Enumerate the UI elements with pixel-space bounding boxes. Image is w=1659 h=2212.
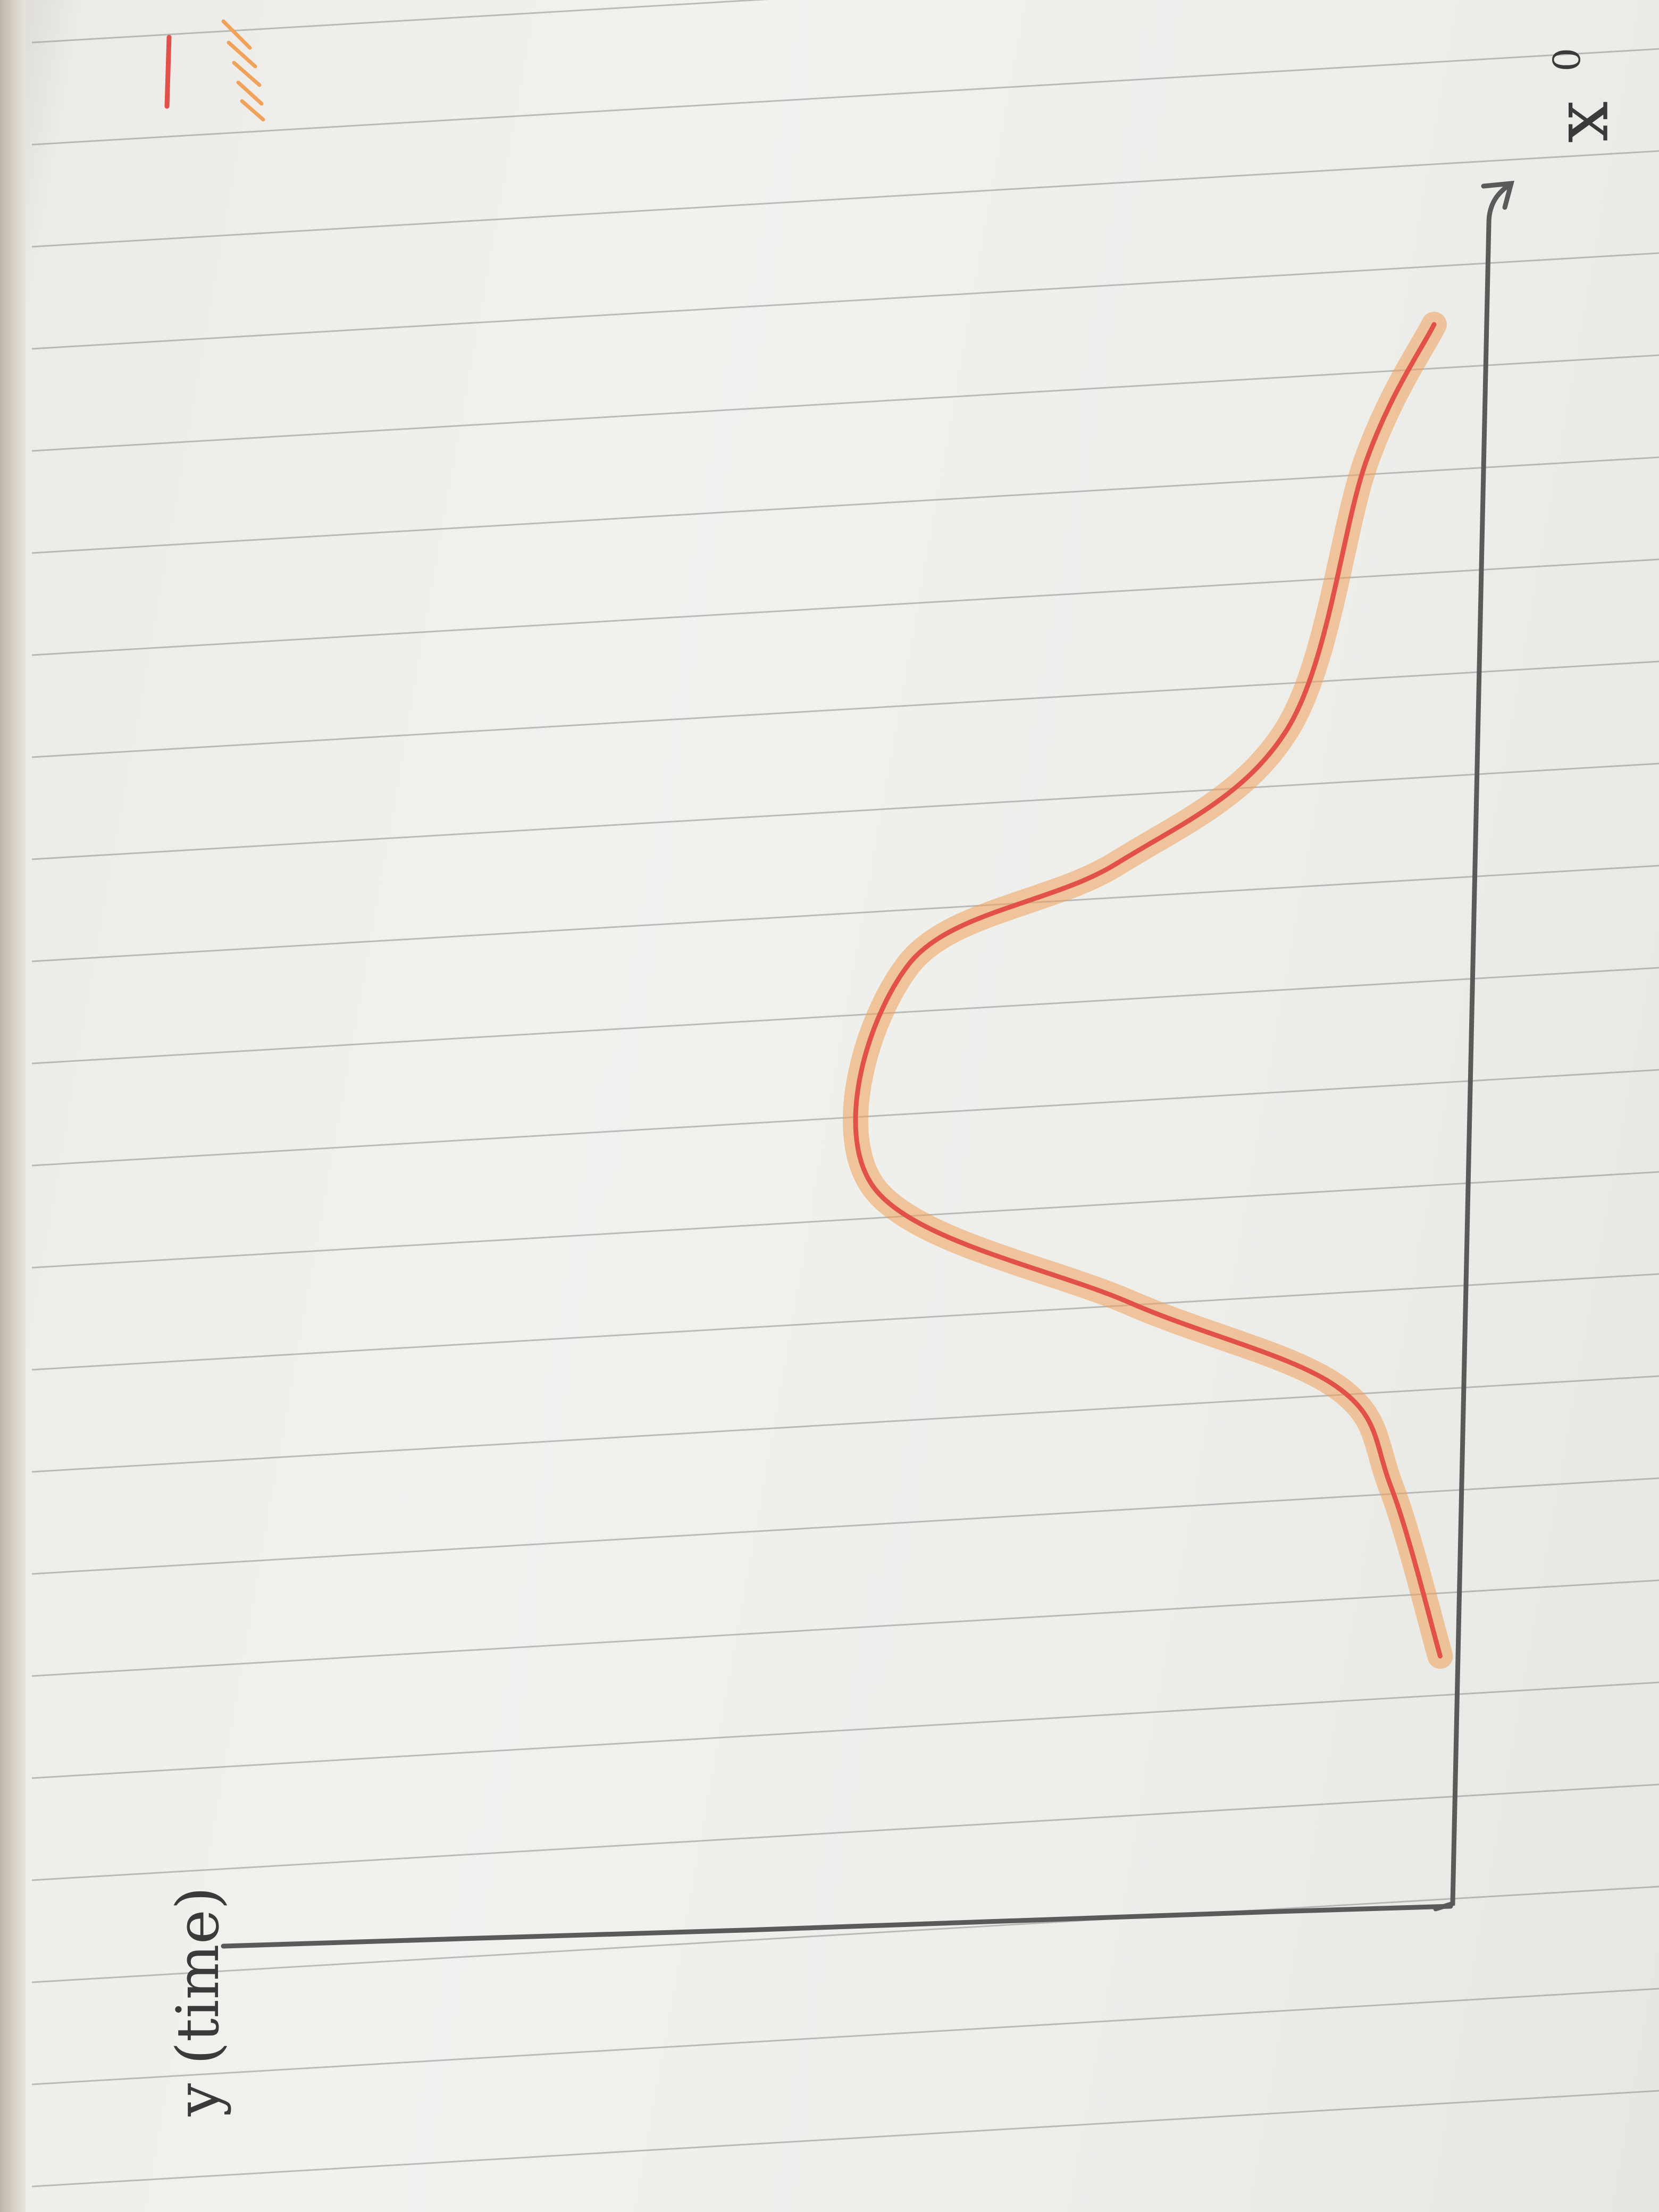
series-layer [843, 312, 1453, 1669]
ruled-line [31, 150, 1659, 248]
ruled-line [31, 456, 1659, 554]
ruled-line [31, 967, 1659, 1065]
ruled-line [31, 252, 1659, 350]
series-curve [853, 322, 1443, 1658]
ruled-line [31, 763, 1659, 860]
legend [164, 19, 265, 122]
x-axis-label-group: x [1551, 101, 1637, 143]
x-axis [1433, 181, 1514, 1912]
x-axis-label: x [1551, 101, 1637, 143]
page-binding-edge [0, 0, 26, 2212]
ruled-line [31, 2090, 1659, 2188]
ruled-line [31, 1886, 1659, 1983]
ruled-line [31, 1681, 1659, 1779]
ruled-line [31, 1579, 1659, 1677]
axes [221, 180, 1515, 1949]
x-axis-arrowhead [1481, 180, 1515, 210]
ruled-line [31, 1375, 1659, 1473]
x-tick-label-group: 0 [1544, 48, 1587, 72]
legend-swatch-orange-hatch [221, 19, 265, 122]
ruled-line [31, 865, 1659, 962]
ruled-line [31, 1988, 1659, 2085]
series-curve-shading [843, 312, 1453, 1669]
ruled-line [31, 660, 1659, 758]
y-axis-label-group: y (time) [164, 1887, 232, 2117]
legend-swatch-red [164, 35, 172, 109]
ruled-line [31, 354, 1659, 452]
x-tick-label: 0 [1544, 48, 1587, 72]
ruled-line [31, 1273, 1659, 1371]
ruled-line [31, 558, 1659, 656]
ruled-line [31, 1783, 1659, 1881]
ruled-line [31, 0, 769, 44]
ruled-lines [31, 0, 1659, 2188]
ruled-line [31, 48, 1659, 146]
y-axis-label: y (time) [164, 1887, 232, 2117]
y-axis [221, 1904, 1453, 1949]
ruled-line [31, 1171, 1659, 1269]
